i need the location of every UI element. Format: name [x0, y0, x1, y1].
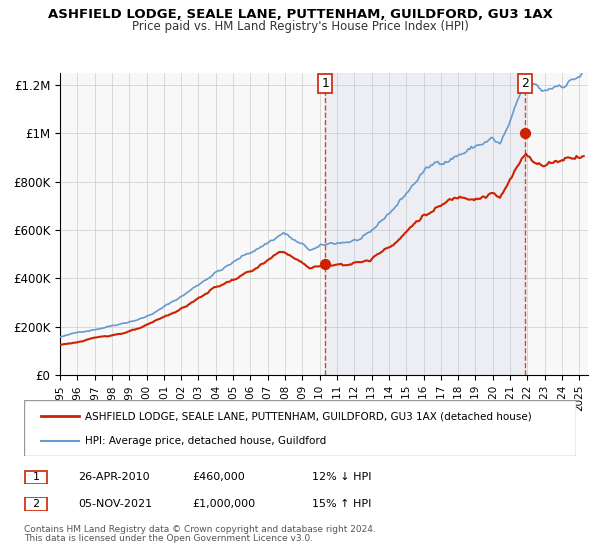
- Text: 1: 1: [321, 77, 329, 90]
- Text: £460,000: £460,000: [192, 472, 245, 482]
- Text: Contains HM Land Registry data © Crown copyright and database right 2024.: Contains HM Land Registry data © Crown c…: [24, 525, 376, 534]
- Text: ASHFIELD LODGE, SEALE LANE, PUTTENHAM, GUILDFORD, GU3 1AX: ASHFIELD LODGE, SEALE LANE, PUTTENHAM, G…: [47, 8, 553, 21]
- Text: 2: 2: [521, 77, 529, 90]
- Text: £1,000,000: £1,000,000: [192, 499, 255, 509]
- Bar: [325, 73, 524, 375]
- Text: 15% ↑ HPI: 15% ↑ HPI: [312, 499, 371, 509]
- Point: [320, 259, 330, 268]
- Text: HPI: Average price, detached house, Guildford: HPI: Average price, detached house, Guil…: [85, 436, 326, 446]
- Text: 2: 2: [32, 499, 40, 509]
- Text: This data is licensed under the Open Government Licence v3.0.: This data is licensed under the Open Gov…: [24, 534, 313, 543]
- Text: 12% ↓ HPI: 12% ↓ HPI: [312, 472, 371, 482]
- FancyBboxPatch shape: [25, 497, 47, 511]
- Text: 1: 1: [32, 472, 40, 482]
- Text: 26-APR-2010: 26-APR-2010: [78, 472, 149, 482]
- Text: ASHFIELD LODGE, SEALE LANE, PUTTENHAM, GUILDFORD, GU3 1AX (detached house): ASHFIELD LODGE, SEALE LANE, PUTTENHAM, G…: [85, 411, 532, 421]
- Point: [520, 129, 529, 138]
- Text: Price paid vs. HM Land Registry's House Price Index (HPI): Price paid vs. HM Land Registry's House …: [131, 20, 469, 32]
- FancyBboxPatch shape: [25, 470, 47, 484]
- Text: 05-NOV-2021: 05-NOV-2021: [78, 499, 152, 509]
- FancyBboxPatch shape: [24, 400, 576, 456]
